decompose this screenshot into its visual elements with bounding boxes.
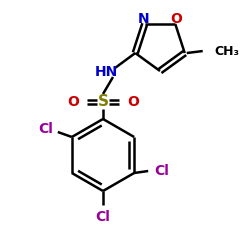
Text: O: O [67, 95, 79, 109]
Text: Cl: Cl [38, 122, 53, 136]
Text: N: N [138, 12, 149, 26]
Text: CH₃: CH₃ [215, 44, 240, 58]
Text: S: S [98, 94, 108, 110]
Text: HN: HN [94, 65, 118, 79]
Text: Cl: Cl [96, 210, 110, 224]
Text: Cl: Cl [155, 164, 170, 178]
Text: O: O [170, 12, 182, 26]
Text: O: O [127, 95, 139, 109]
